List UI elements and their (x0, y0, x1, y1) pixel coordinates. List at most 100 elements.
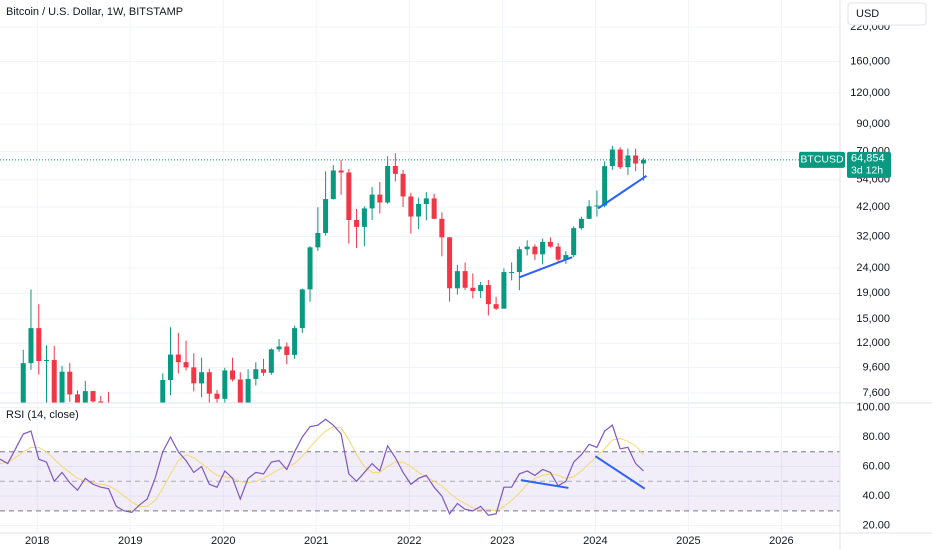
candle-body (36, 328, 42, 361)
candle-body (578, 218, 584, 229)
candle-body (346, 172, 352, 220)
candle-body (98, 401, 104, 403)
rsi-line (0, 418, 644, 516)
y-tick-label: 12,000 (856, 337, 890, 349)
x-tick-label: 2021 (304, 535, 328, 547)
candle-body (625, 155, 631, 168)
candle-body (400, 173, 406, 197)
currency-button-box[interactable] (847, 2, 927, 26)
y-tick-label: 60.00 (862, 460, 890, 472)
candle-body (261, 369, 267, 373)
candle-body (423, 198, 429, 205)
candle-body (59, 371, 65, 403)
candle-body (323, 199, 329, 233)
y-tick-label: 20.00 (862, 520, 890, 532)
candle-body (284, 346, 290, 355)
candle-body (20, 363, 26, 403)
x-tick-label: 2026 (769, 535, 793, 547)
trendline (597, 174, 648, 210)
price-tag: 64,854 (851, 153, 885, 165)
countdown-tag: 3d 12h (851, 165, 883, 177)
candle-body (640, 159, 646, 164)
candle-body (245, 378, 251, 403)
candle-body (268, 349, 274, 373)
candle-body (276, 346, 282, 350)
rsi-ma-line (0, 426, 644, 512)
candle-body (74, 394, 80, 403)
y-tick-label: 90,000 (856, 118, 890, 130)
y-tick-label: 42,000 (856, 201, 890, 213)
candle-body (330, 170, 336, 200)
candle-body (369, 194, 375, 209)
candle-body (307, 247, 313, 290)
candle-body (431, 198, 437, 219)
candle-body (563, 255, 569, 260)
x-tick-label: 2024 (583, 535, 607, 547)
candle-body (516, 249, 522, 273)
candle-body (191, 367, 197, 384)
candle-body (609, 149, 615, 167)
y-tick-label: 120,000 (850, 87, 890, 99)
price-pane (0, 145, 840, 403)
candle-body (602, 166, 608, 206)
candle-body (540, 241, 546, 255)
candle-body (439, 218, 445, 238)
candle-body (594, 205, 600, 207)
candle-body (354, 219, 360, 227)
candle-body (392, 165, 398, 174)
candle-body (44, 359, 50, 361)
candle-body (447, 237, 453, 289)
currency-button[interactable]: USD (847, 2, 927, 26)
candle-body (230, 370, 236, 380)
candle-body (199, 372, 205, 384)
y-tick-label: 7,600 (862, 387, 890, 399)
rsi-pane (0, 418, 840, 516)
price-tag-box (847, 151, 891, 178)
x-tick-label: 2023 (490, 535, 514, 547)
candle-body (385, 165, 391, 203)
candle-body (168, 354, 174, 381)
candle-body (501, 272, 507, 309)
candle-body (222, 370, 228, 399)
candle-body (315, 232, 321, 248)
symbol-tag: BTCUSD (800, 154, 844, 166)
chart-title: Bitcoin / U.S. Dollar, 1W, BITSTAMP (6, 6, 183, 18)
y-tick-label: 100.00 (856, 401, 890, 413)
candle-body (416, 204, 422, 217)
candle-body (462, 271, 468, 288)
candle-body (532, 246, 538, 255)
candle-body (299, 289, 305, 329)
candle-body (454, 271, 460, 289)
candle-body (555, 246, 561, 260)
candle-body (51, 359, 57, 403)
x-tick-label: 2018 (25, 535, 49, 547)
candle-body (82, 391, 88, 403)
candle-body (338, 170, 344, 173)
candle-body (478, 285, 484, 292)
grid (0, 0, 840, 533)
x-tick-label: 2019 (118, 535, 142, 547)
candle-body (237, 379, 243, 403)
candle-body (67, 371, 73, 395)
y-tick-label: 160,000 (850, 56, 890, 68)
x-tick-label: 2020 (211, 535, 235, 547)
candle-body (571, 228, 577, 256)
candle-body (633, 155, 639, 164)
y-tick-label: 24,000 (856, 262, 890, 274)
candle-body (253, 369, 259, 379)
candle-body (509, 272, 515, 274)
y-tick-label: 40.00 (862, 490, 890, 502)
candle-body (485, 285, 491, 305)
candle-body (408, 196, 414, 217)
symbol-tag-box (799, 151, 845, 168)
trendline (518, 256, 573, 279)
y-tick-label: 9,600 (862, 361, 890, 373)
candle-body (160, 380, 166, 403)
candle-body (377, 194, 383, 203)
candle-body (292, 328, 298, 355)
currency-button-label[interactable]: USD (856, 8, 879, 20)
candle-body (214, 393, 220, 399)
